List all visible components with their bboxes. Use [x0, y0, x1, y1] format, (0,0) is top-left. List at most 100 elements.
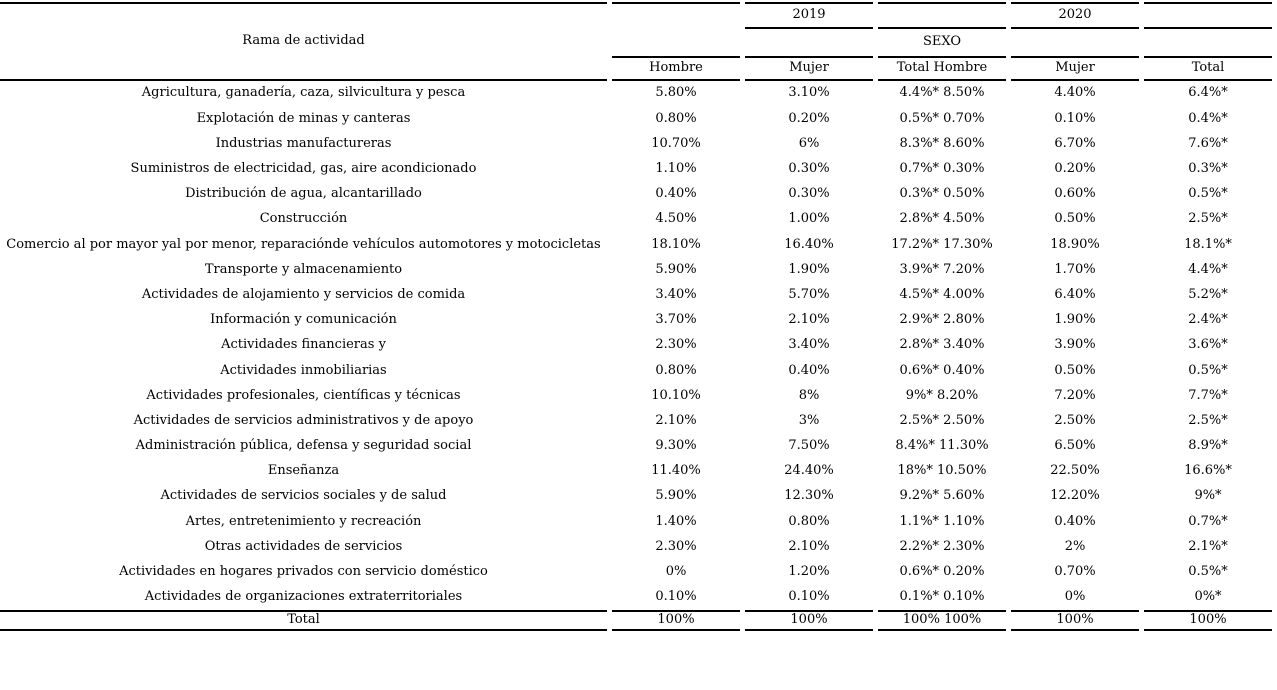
- row-value: 3.90%: [1054, 337, 1096, 353]
- row-value: 0.60%: [1054, 186, 1096, 202]
- row-value: 7.50%: [788, 438, 830, 454]
- row-value: 3.9%* 7.20%: [899, 261, 985, 277]
- row-value: 2.8%* 3.40%: [899, 337, 985, 353]
- row-value: 4.5%* 4.00%: [899, 286, 985, 302]
- row-value: 2.9%* 2.80%: [899, 312, 985, 328]
- row-value: 1.00%: [788, 211, 830, 227]
- table-row: Actividades profesionales, científicas y…: [0, 383, 1272, 408]
- total-row-value: 100%: [1011, 609, 1139, 631]
- row-value: 0.70%: [1054, 564, 1096, 579]
- row-label: Explotación de minas y canteras: [196, 110, 411, 126]
- table-row: Actividades inmobiliarias 0.80% 0.40% 0.6%*…: [0, 358, 1272, 383]
- total-row-label: Total: [0, 609, 607, 631]
- row-value: 2.30%: [655, 538, 697, 554]
- row-value: 5.90%: [655, 261, 697, 277]
- row-value: 0.30%: [788, 186, 830, 202]
- row-value: 1.70%: [1054, 261, 1096, 277]
- row-value: 24.40%: [784, 463, 834, 479]
- col-header-mujer-2019: Mujer: [745, 58, 873, 81]
- row-value: 0%*: [1194, 589, 1222, 605]
- row-value: 1.90%: [788, 261, 830, 277]
- row-value: 8.3%* 8.60%: [899, 135, 985, 151]
- row-value: 0.80%: [788, 513, 830, 529]
- row-value: 0.3%* 0.50%: [899, 186, 985, 202]
- row-label: Enseñanza: [267, 463, 340, 479]
- row-value: 1.40%: [655, 513, 697, 529]
- table-row: Suministros de electricidad, gas, aire a…: [0, 157, 1272, 182]
- row-value: 16.6%*: [1184, 463, 1232, 479]
- row-value: 0.5%* 0.70%: [899, 110, 985, 126]
- row-label: Actividades de servicios administrativos…: [133, 412, 474, 428]
- activity-distribution-table: Rama de actividad 2019 2020 SEXO Hombre …: [0, 2, 1277, 631]
- row-label: Transporte y almacenamiento: [204, 261, 403, 277]
- row-value: 6%: [798, 135, 820, 151]
- row-value: 0.10%: [1054, 110, 1096, 126]
- row-label: Suministros de electricidad, gas, aire a…: [130, 161, 477, 176]
- row-value: 6.50%: [1054, 438, 1096, 454]
- row-label: Agricultura, ganadería, caza, silvicultu…: [141, 85, 466, 101]
- table-row: Actividades de alojamiento y servicios d…: [0, 283, 1272, 308]
- row-value: 0.50%: [1054, 362, 1096, 378]
- row-value: 2.30%: [655, 337, 697, 353]
- row-value: 10.70%: [651, 135, 701, 151]
- table-row: Actividades financieras y 2.30% 3.40% 2.8%*…: [0, 333, 1272, 358]
- row-value: 4.40%: [1054, 85, 1096, 101]
- row-value: 0.7%* 0.30%: [899, 161, 985, 176]
- row-value: 0%: [1064, 589, 1086, 605]
- row-value: 2.10%: [788, 312, 830, 328]
- row-value: 6.4%*: [1188, 85, 1228, 101]
- row-label: Actividades en hogares privados con serv…: [119, 564, 488, 579]
- row-value: 2%: [1064, 538, 1086, 554]
- row-value: 0.20%: [788, 110, 830, 126]
- row-value: 3.40%: [655, 286, 697, 302]
- row-value: 1.1%* 1.10%: [899, 513, 985, 529]
- table-footer: Total 100% 100% 100% 100% 100% 100%: [0, 609, 1272, 631]
- row-value: 0.10%: [655, 589, 697, 605]
- row-label: Comercio al por mayor yal por menor, rep…: [6, 236, 601, 252]
- row-value: 5.2%*: [1188, 286, 1228, 302]
- table-row: Explotación de minas y canteras 0.80% 0.20…: [0, 106, 1272, 131]
- row-label: Distribución de agua, alcantarillado: [185, 186, 422, 202]
- table-row: Actividades de organizaciones extraterri…: [0, 585, 1272, 610]
- year-2020-header: 2020: [1011, 2, 1139, 29]
- row-label: Actividades inmobiliarias: [220, 362, 387, 378]
- table-row: Agricultura, ganadería, caza, silvicultu…: [0, 81, 1272, 106]
- row-value: 9%* 8.20%: [905, 387, 979, 403]
- row-value: 3%: [798, 412, 820, 428]
- header-spacer-hombre-2019: [612, 2, 740, 29]
- row-label: Artes, entretenimiento y recreación: [185, 513, 422, 529]
- row-value: 5.70%: [788, 286, 830, 302]
- row-value: 12.20%: [1050, 488, 1100, 504]
- row-value: 18.90%: [1050, 236, 1100, 252]
- row-value: 0.4%*: [1188, 110, 1228, 126]
- row-value: 6.40%: [1054, 286, 1096, 302]
- row-value: 0.50%: [1054, 211, 1096, 227]
- row-value: 3.6%*: [1188, 337, 1228, 353]
- row-value: 7.20%: [1054, 387, 1096, 403]
- row-value: 0.10%: [788, 589, 830, 605]
- row-value: 0.6%* 0.20%: [899, 564, 985, 579]
- row-value: 0.80%: [655, 362, 697, 378]
- row-value: 5.80%: [655, 85, 697, 101]
- header-spacer-total-hombre: [878, 2, 1006, 29]
- row-value: 22.50%: [1050, 463, 1100, 479]
- row-label: Actividades de alojamiento y servicios d…: [141, 286, 466, 302]
- total-row: Total 100% 100% 100% 100% 100% 100%: [0, 609, 1272, 631]
- row-value: 2.10%: [655, 412, 697, 428]
- row-value: 1.10%: [655, 161, 697, 176]
- row-label: Información y comunicación: [210, 312, 397, 328]
- row-value: 1.20%: [788, 564, 830, 579]
- row-value: 0.5%*: [1188, 362, 1228, 378]
- row-value: 0.80%: [655, 110, 697, 126]
- table-row: Administración pública, defensa y seguri…: [0, 434, 1272, 459]
- sexo-spacer-1: [612, 29, 740, 58]
- table-row: Comercio al por mayor yal por menor, rep…: [0, 232, 1272, 257]
- table-row: Distribución de agua, alcantarillado 0.40…: [0, 182, 1272, 207]
- row-value: 18%* 10.50%: [897, 463, 987, 479]
- row-value: 9.2%* 5.60%: [899, 488, 985, 504]
- total-row-value: 100%: [745, 609, 873, 631]
- table-row: Actividades de servicios sociales y de s…: [0, 484, 1272, 509]
- table-row: Información y comunicación 3.70% 2.10% 2.9%…: [0, 308, 1272, 333]
- row-value: 18.10%: [651, 236, 701, 252]
- row-value: 10.10%: [651, 387, 701, 403]
